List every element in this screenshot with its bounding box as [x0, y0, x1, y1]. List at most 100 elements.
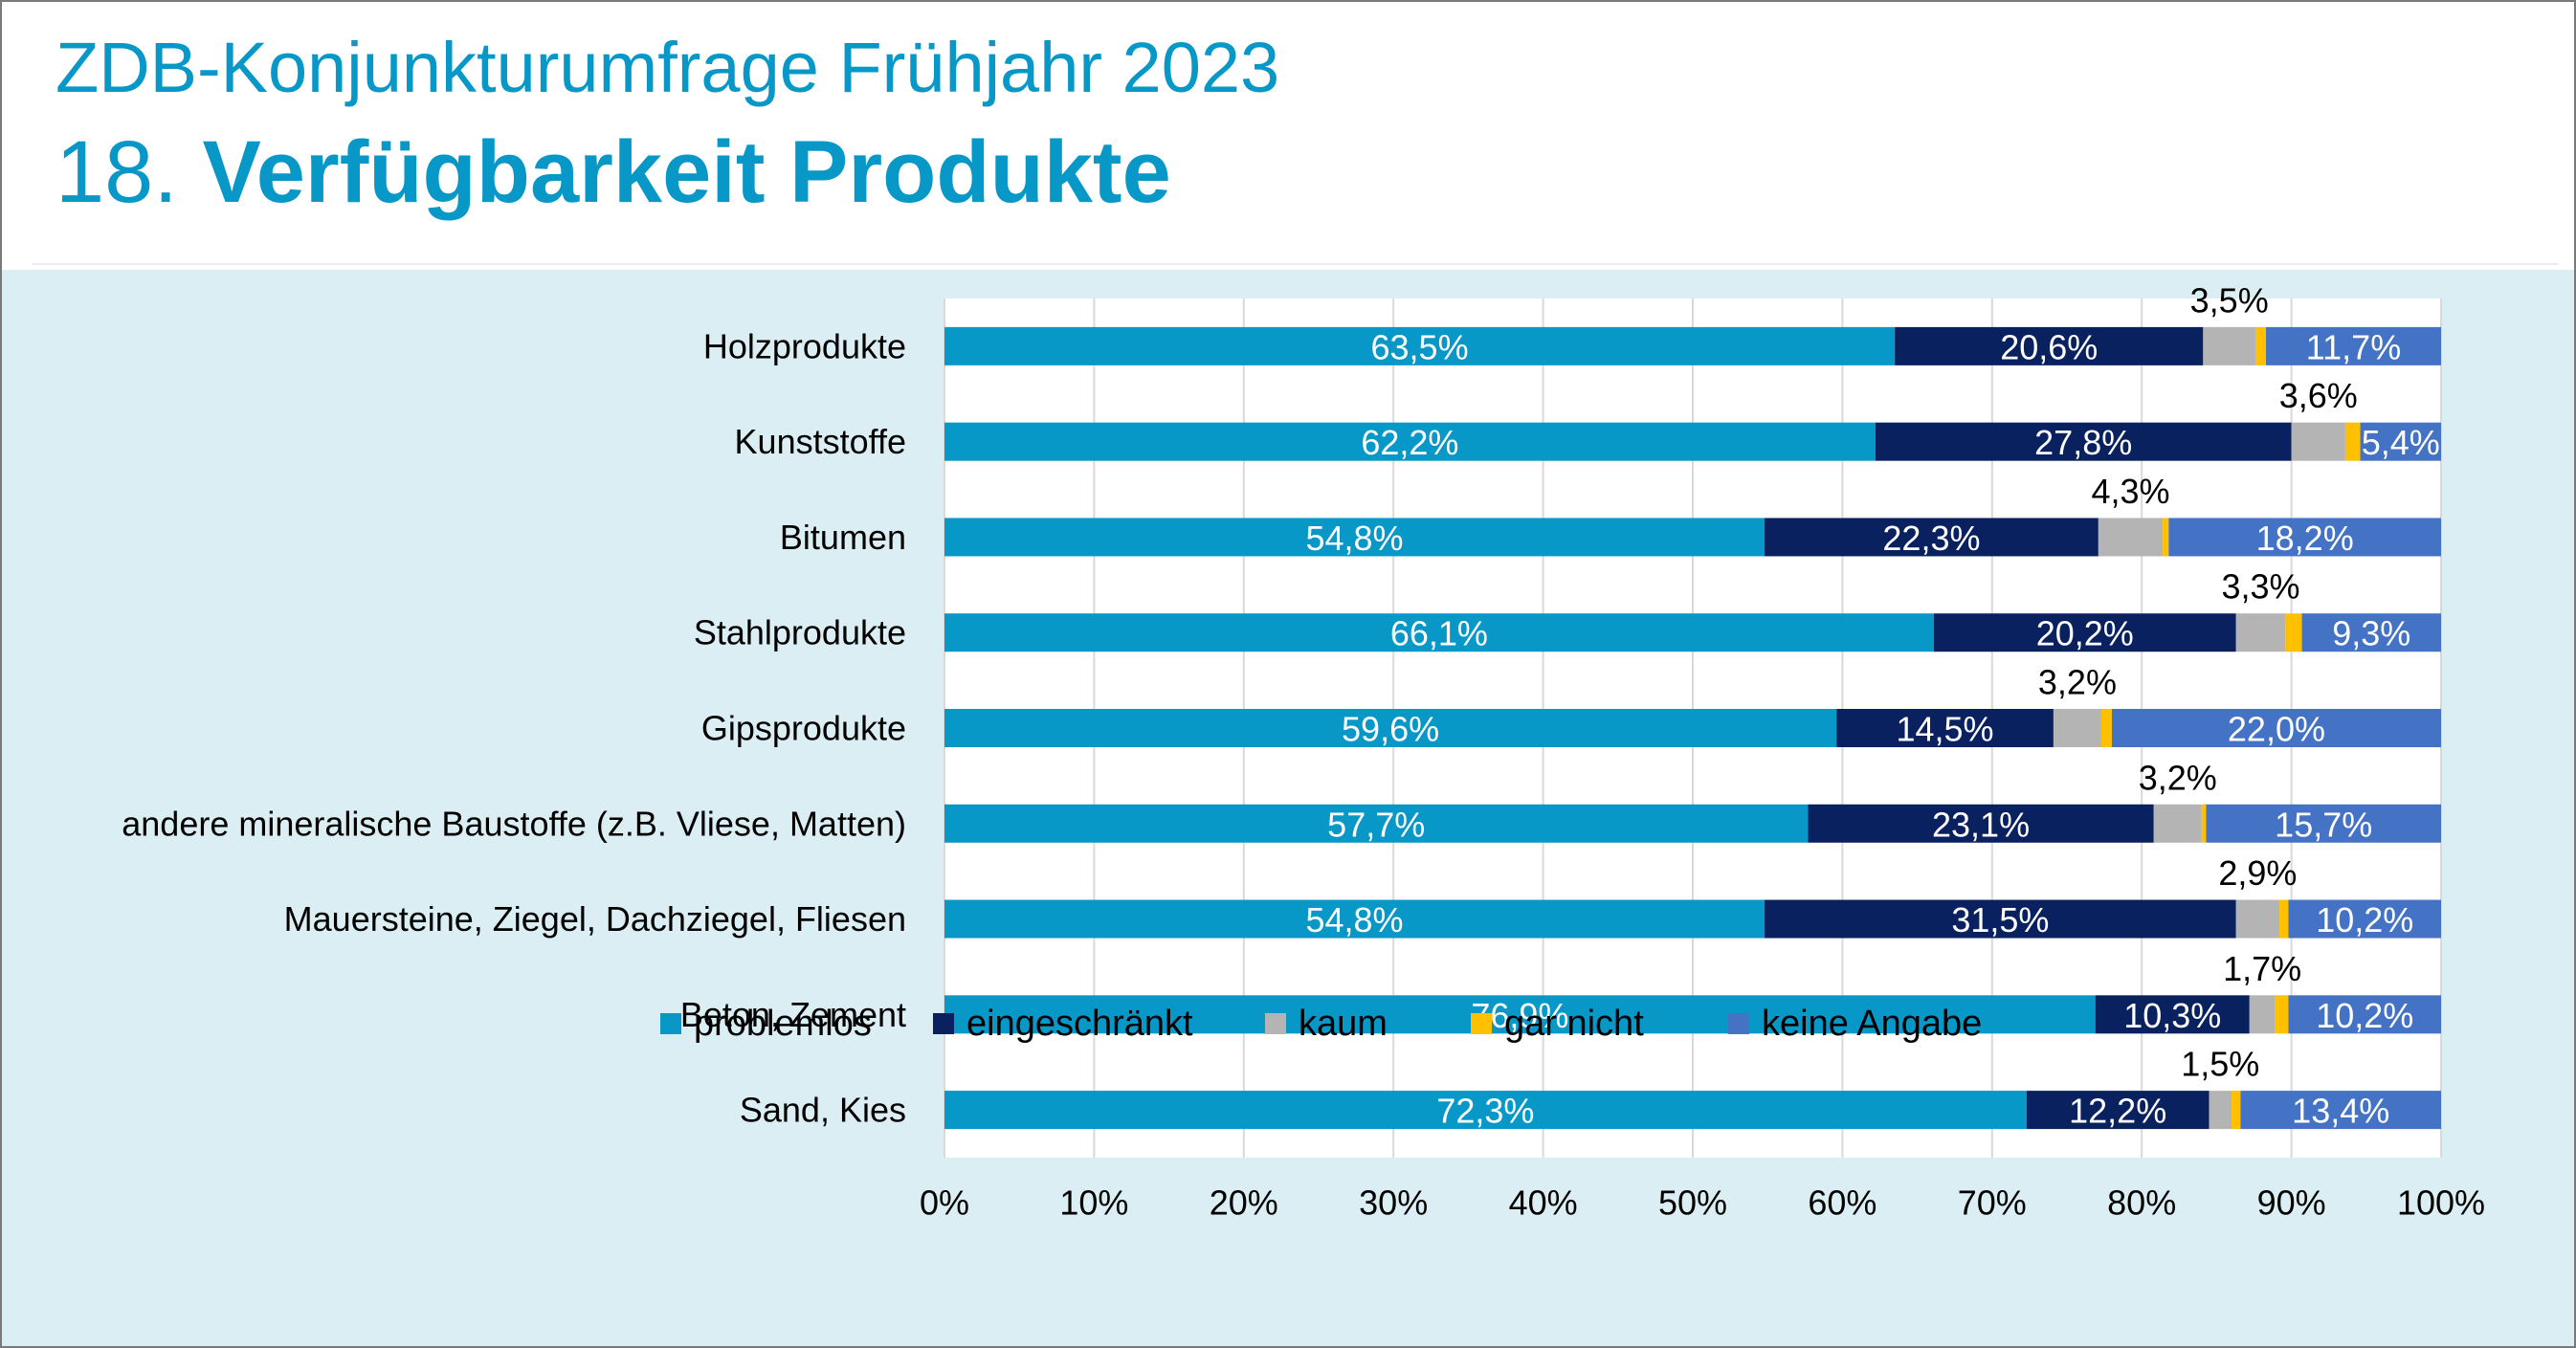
legend-label: eingeschränkt — [966, 1004, 1193, 1044]
category-label: Bitumen — [780, 518, 906, 557]
bar-segment-problemlos — [944, 613, 1934, 652]
bar-segment-kaum — [2209, 1091, 2232, 1130]
x-tick-label: 50% — [1658, 1183, 1727, 1223]
title-text: Verfügbarkeit Produkte — [202, 123, 1171, 221]
bar-segment-problemlos — [944, 995, 2096, 1034]
bar-segment-eingeschr-nkt — [1808, 804, 2154, 843]
bar-segment-problemlos — [944, 709, 1837, 747]
data-label: 20,6% — [2000, 327, 2098, 366]
bar-segment-kaum — [2235, 899, 2280, 939]
category-label: Stahlprodukte — [694, 613, 906, 652]
bar-segment-eingeschr-nkt — [1836, 709, 2054, 747]
bar-segment-kaum — [2291, 422, 2345, 461]
bar-segment-gar-nicht — [2201, 804, 2207, 843]
bar-segment-eingeschr-nkt — [1933, 613, 2236, 652]
bar-segment-gar-nicht — [2285, 613, 2302, 652]
bar-segment-kaum — [2235, 613, 2286, 652]
legend-swatch — [1471, 1013, 1492, 1034]
data-label: 2,9% — [2218, 853, 2297, 893]
legend-swatch — [1728, 1013, 1749, 1034]
title-number: 18. — [56, 123, 178, 221]
data-label: 57,7% — [1327, 805, 1425, 844]
page-title: 18. Verfügbarkeit Produkte — [56, 122, 1171, 223]
data-label: 3,3% — [2222, 567, 2300, 607]
data-label: 4,3% — [2091, 472, 2169, 511]
data-label: 23,1% — [1932, 805, 2030, 844]
legend-label: problemlos — [694, 1004, 872, 1044]
bar-segment-gar-nicht — [2232, 1091, 2241, 1130]
x-tick-label: 70% — [1958, 1183, 2027, 1223]
bar-segment-keine-angabe — [2240, 1091, 2441, 1130]
data-label: 54,8% — [1305, 900, 1403, 939]
bar-segment-eingeschr-nkt — [1895, 326, 2204, 365]
data-label: 3,2% — [2139, 758, 2217, 797]
legend-label: gar nicht — [1504, 1004, 1644, 1044]
data-label: 10,2% — [2316, 900, 2413, 939]
bar-segment-keine-angabe — [2360, 422, 2441, 461]
bar-segment-kaum — [2153, 804, 2202, 843]
bar-segment-problemlos — [944, 518, 1765, 557]
data-label: 1,5% — [2181, 1045, 2259, 1084]
data-label: 22,3% — [1882, 519, 1980, 558]
category-label: Sand, Kies — [740, 1091, 906, 1130]
category-label: Gipsprodukte — [701, 709, 906, 748]
bar-segment-gar-nicht — [2275, 995, 2289, 1034]
bar-segment-keine-angabe — [2168, 518, 2441, 557]
bar-segment-keine-angabe — [2266, 326, 2441, 365]
bar-segment-kaum — [2249, 995, 2276, 1034]
bar-segment-keine-angabe — [2288, 995, 2441, 1034]
legend-swatch — [660, 1013, 681, 1034]
data-label: 62,2% — [1361, 423, 1458, 462]
bar-segment-gar-nicht — [2163, 518, 2169, 557]
data-label: 18,2% — [2256, 519, 2354, 558]
bar-segment-problemlos — [944, 422, 1876, 461]
data-label: 9,3% — [2332, 614, 2410, 653]
data-label: 12,2% — [2069, 1092, 2166, 1131]
x-tick-label: 80% — [2107, 1183, 2176, 1223]
data-label: 14,5% — [1896, 710, 1993, 749]
data-label: 10,3% — [2123, 996, 2221, 1035]
bar-segment-kaum — [2098, 518, 2164, 557]
data-label: 66,1% — [1390, 614, 1488, 653]
bar-segment-keine-angabe — [2206, 804, 2441, 843]
bar-segment-eingeschr-nkt — [1765, 899, 2236, 939]
data-label: 59,6% — [1342, 710, 1439, 749]
data-label: 3,5% — [2190, 280, 2269, 320]
header: ZDB-Konjunkturumfrage Frühjahr 2023 18. … — [0, 0, 2576, 268]
category-label: andere mineralische Baustoffe (z.B. Vlie… — [122, 804, 906, 843]
bar-segment-keine-angabe — [2111, 709, 2441, 747]
page-subtitle: ZDB-Konjunkturumfrage Frühjahr 2023 — [56, 28, 1280, 107]
legend-label: keine Angabe — [1762, 1004, 1982, 1044]
bar-segment-gar-nicht — [2279, 899, 2289, 939]
bar-segment-kaum — [2203, 326, 2256, 365]
bar-segment-eingeschr-nkt — [2026, 1091, 2210, 1130]
data-label: 31,5% — [1951, 900, 2049, 939]
data-label: 27,8% — [2034, 423, 2132, 462]
bar-segment-problemlos — [944, 804, 1809, 843]
data-label: 11,7% — [2306, 327, 2401, 366]
legend-swatch — [933, 1013, 954, 1034]
data-label: 1,7% — [2223, 949, 2301, 988]
stacked-bar-chart: 0% 10% 20% 30% 40% 50% 60% 70% 80% 90% 100% Holzpro… — [122, 280, 2485, 1223]
bar-segment-keine-angabe — [2288, 899, 2441, 939]
x-tick-label: 10% — [1059, 1183, 1128, 1223]
category-label: Beton, Zement — [680, 995, 906, 1034]
chart-panel: 0% 10% 20% 30% 40% 50% 60% 70% 80% 90% 100% Holzpro… — [0, 270, 2576, 1348]
bar-segment-keine-angabe — [2301, 613, 2441, 652]
data-label: 63,5% — [1371, 327, 1469, 366]
x-tick-label: 40% — [1509, 1183, 1578, 1223]
x-tick-label: 60% — [1808, 1183, 1876, 1223]
data-label: 5,4% — [2362, 423, 2440, 462]
x-tick-label: 90% — [2257, 1183, 2326, 1223]
x-tick-label: 20% — [1210, 1183, 1278, 1223]
bar-segment-gar-nicht — [2100, 709, 2112, 747]
data-label: 10,2% — [2316, 996, 2413, 1035]
data-label: 3,2% — [2038, 663, 2117, 702]
data-label: 22,0% — [2228, 710, 2325, 749]
x-tick-label: 100% — [2397, 1183, 2485, 1223]
bar-segment-kaum — [2053, 709, 2101, 747]
bar-segment-gar-nicht — [2344, 422, 2361, 461]
x-tick-label: 0% — [920, 1183, 969, 1223]
bar-segment-problemlos — [944, 1091, 2027, 1130]
category-label: Holzprodukte — [703, 326, 906, 365]
